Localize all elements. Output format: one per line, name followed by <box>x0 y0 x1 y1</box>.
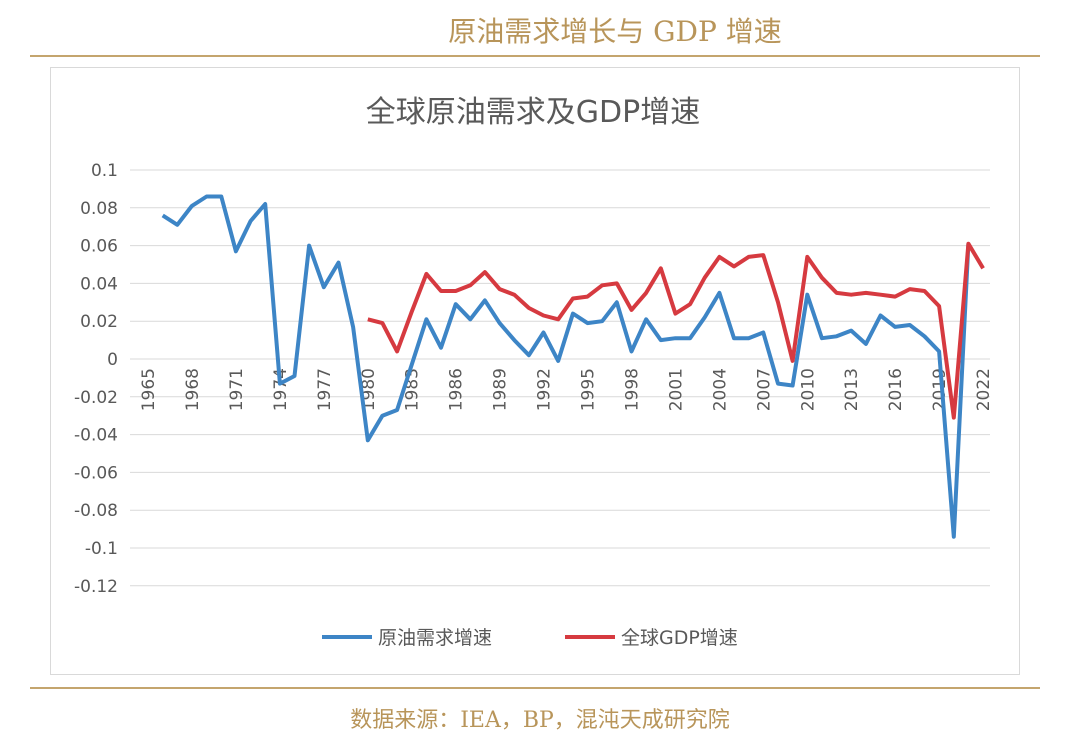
y-tick-label: -0.04 <box>74 426 118 446</box>
x-tick-label: 1986 <box>447 368 467 411</box>
y-tick-label: -0.08 <box>74 501 118 521</box>
y-tick-label: 0 <box>107 350 118 370</box>
y-tick-label: -0.02 <box>74 388 118 408</box>
x-tick-label: 1998 <box>622 368 642 411</box>
x-tick-label: 2013 <box>842 368 862 411</box>
page-header-title: 原油需求增长与 GDP 增速 <box>448 15 782 48</box>
x-tick-label: 2001 <box>666 368 686 411</box>
y-tick-label: 0.04 <box>80 274 118 294</box>
y-tick-label: -0.12 <box>74 577 118 597</box>
legend-label: 原油需求增速 <box>378 627 492 649</box>
legend-label: 全球GDP增速 <box>621 627 738 649</box>
x-tick-label: 2010 <box>798 368 818 411</box>
header-divider <box>30 55 1040 57</box>
y-tick-label: 0.02 <box>80 312 118 332</box>
footer-divider <box>30 687 1040 689</box>
y-tick-label: -0.1 <box>85 539 118 559</box>
chart-frame <box>50 67 1020 675</box>
x-tick-label: 1968 <box>183 368 203 411</box>
series-line-oil <box>161 194 971 539</box>
x-tick-label: 1992 <box>535 368 555 411</box>
chart-title: 全球原油需求及GDP增速 <box>366 95 700 130</box>
y-tick-label: -0.06 <box>74 463 118 483</box>
x-tick-label: 2007 <box>754 368 774 411</box>
x-tick-label: 1977 <box>315 368 335 411</box>
x-tick-label: 2022 <box>974 368 994 411</box>
x-tick-label: 2016 <box>886 368 906 411</box>
x-tick-label: 1989 <box>491 368 511 411</box>
x-tick-label: 1965 <box>139 368 159 411</box>
x-tick-label: 2019 <box>930 368 950 411</box>
x-tick-label: 2004 <box>710 368 730 411</box>
y-tick-label: 0.06 <box>80 237 118 257</box>
x-tick-label: 1971 <box>227 368 247 411</box>
y-tick-label: 0.08 <box>80 199 118 219</box>
x-tick-label: 1995 <box>579 368 599 411</box>
series-line-gdp <box>367 241 985 420</box>
y-tick-label: 0.1 <box>91 161 118 181</box>
source-note: 数据来源：IEA，BP，混沌天成研究院 <box>350 708 730 733</box>
